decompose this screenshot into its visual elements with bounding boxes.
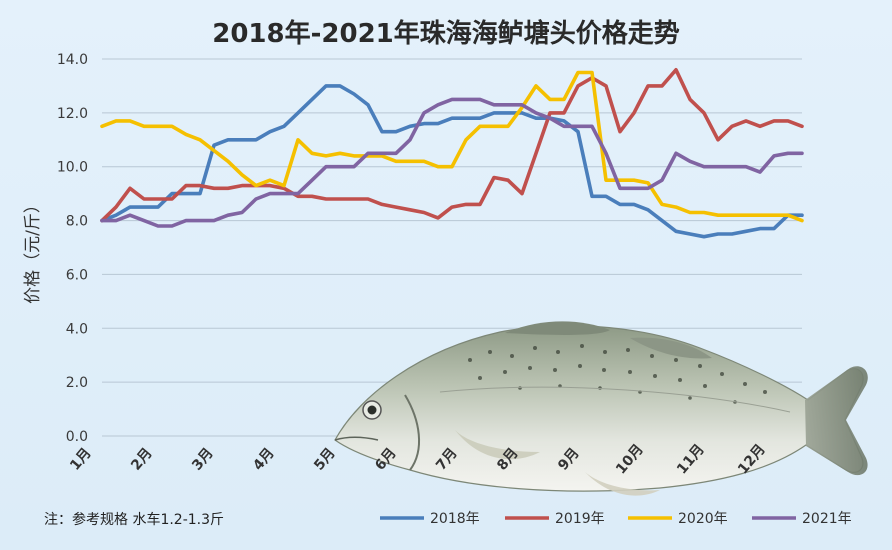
- y-tick-label: 0.0: [66, 429, 88, 445]
- footnote: 注：参考规格 水车1.2-1.3斤: [44, 511, 224, 528]
- y-tick-label: 10.0: [57, 160, 88, 176]
- x-tick-label: 5月: [311, 445, 339, 473]
- x-tick-label: 4月: [250, 445, 278, 473]
- legend-label: 2021年: [802, 511, 852, 527]
- x-tick-label: 3月: [189, 445, 217, 473]
- series-lines: [100, 68, 804, 239]
- y-tick-label: 2.0: [66, 375, 88, 391]
- legend-label: 2019年: [555, 511, 605, 527]
- y-tick-label: 14.0: [57, 52, 88, 68]
- x-tick-label: 1月: [67, 445, 95, 473]
- y-tick-label: 12.0: [57, 106, 88, 122]
- legend: 2018年 2019年 2020年 2021年: [380, 511, 852, 527]
- legend-label: 2018年: [430, 511, 480, 527]
- series-line-1: [100, 84, 804, 239]
- chart-title: 2018年-2021年珠海海鲈塘头价格走势: [212, 18, 680, 49]
- y-tick-label: 4.0: [66, 321, 88, 337]
- y-axis-label: 价格（元/斤）: [23, 196, 43, 304]
- series-line-4: [100, 97, 804, 228]
- x-tick-label: 2月: [128, 445, 156, 473]
- legend-label: 2020年: [678, 511, 728, 527]
- series-line-3: [100, 70, 804, 223]
- y-tick-label: 6.0: [66, 267, 88, 283]
- sea-bass-illustration: [334, 321, 868, 496]
- series-line-2: [100, 68, 804, 223]
- y-axis-ticks: 0.0 2.0 4.0 6.0 8.0 10.0 12.0 14.0: [57, 52, 88, 445]
- y-tick-label: 8.0: [66, 214, 88, 230]
